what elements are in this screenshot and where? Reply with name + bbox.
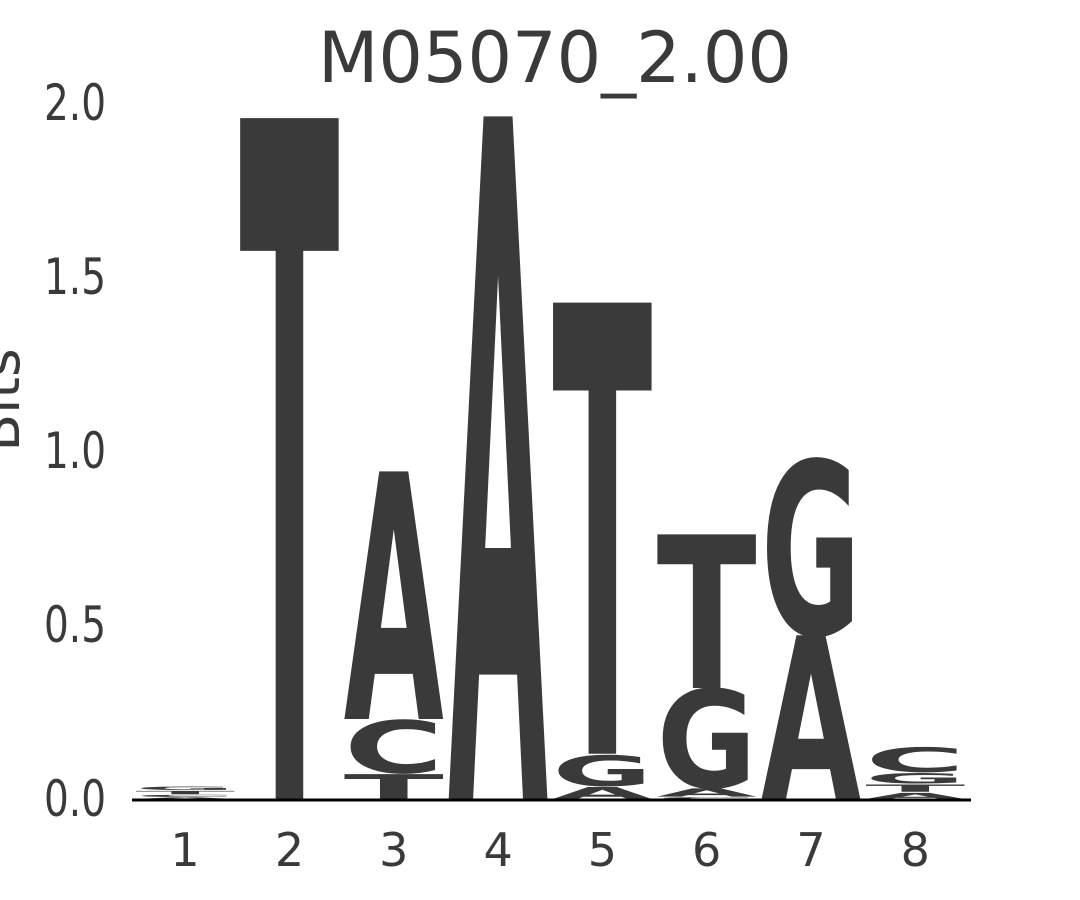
y-tick-2.0: 2.0 [44,74,106,132]
logo-letter-T-pos8: T [865,783,966,794]
x-tick-1: 1 [170,823,199,877]
logo-letter-A-pos3: A [344,406,444,801]
x-axis-ticks: 1 2 3 4 5 6 7 8 [170,823,930,877]
logo-letter-G-pos7: G [761,414,861,692]
x-tick-7: 7 [796,823,825,877]
logo-letter-G-pos1: G [135,786,235,791]
y-tick-1.5: 1.5 [44,248,106,306]
logo-letter-C-pos3: C [344,706,444,791]
x-tick-4: 4 [483,823,512,877]
x-tick-3: 3 [379,823,408,877]
logo-letter-T-pos1: T [135,790,235,795]
logo-letter-G-pos6: G [657,662,757,819]
chart-title: M05070_2.00 [318,17,792,99]
x-tick-6: 6 [692,823,721,877]
logo-letter-G-pos8: G [865,770,965,786]
logo-letter-T-pos6: T [657,492,757,737]
x-tick-2: 2 [275,823,304,877]
logo-letter-A-pos4: A [448,0,549,900]
y-tick-0.0: 0.0 [44,770,106,828]
logo-letter-A-pos6: A [657,786,757,799]
logo-letter-A-pos5: A [552,784,653,803]
x-tick-5: 5 [588,823,617,877]
y-tick-0.5: 0.5 [44,596,106,654]
logo-letter-C-pos6: C [657,797,757,800]
logo-letter-C-pos1: C [135,794,235,797]
logo-letter-T-pos2: T [239,0,340,900]
logo-letter-T-pos5: T [552,180,653,900]
logo-letter-C-pos8: C [865,741,965,780]
logo-letter-G-pos5: G [552,747,652,796]
x-tick-8: 8 [901,823,930,877]
y-axis-ticks: 2.0 1.5 1.0 0.5 0.0 [44,74,106,828]
y-axis-label: Bits [0,348,32,451]
logo-letter-A-pos7: A [761,592,861,853]
logo-letter-A-pos8: A [865,791,965,801]
logo-letter-A-pos1: A [135,797,235,800]
y-tick-1.0: 1.0 [44,422,106,480]
